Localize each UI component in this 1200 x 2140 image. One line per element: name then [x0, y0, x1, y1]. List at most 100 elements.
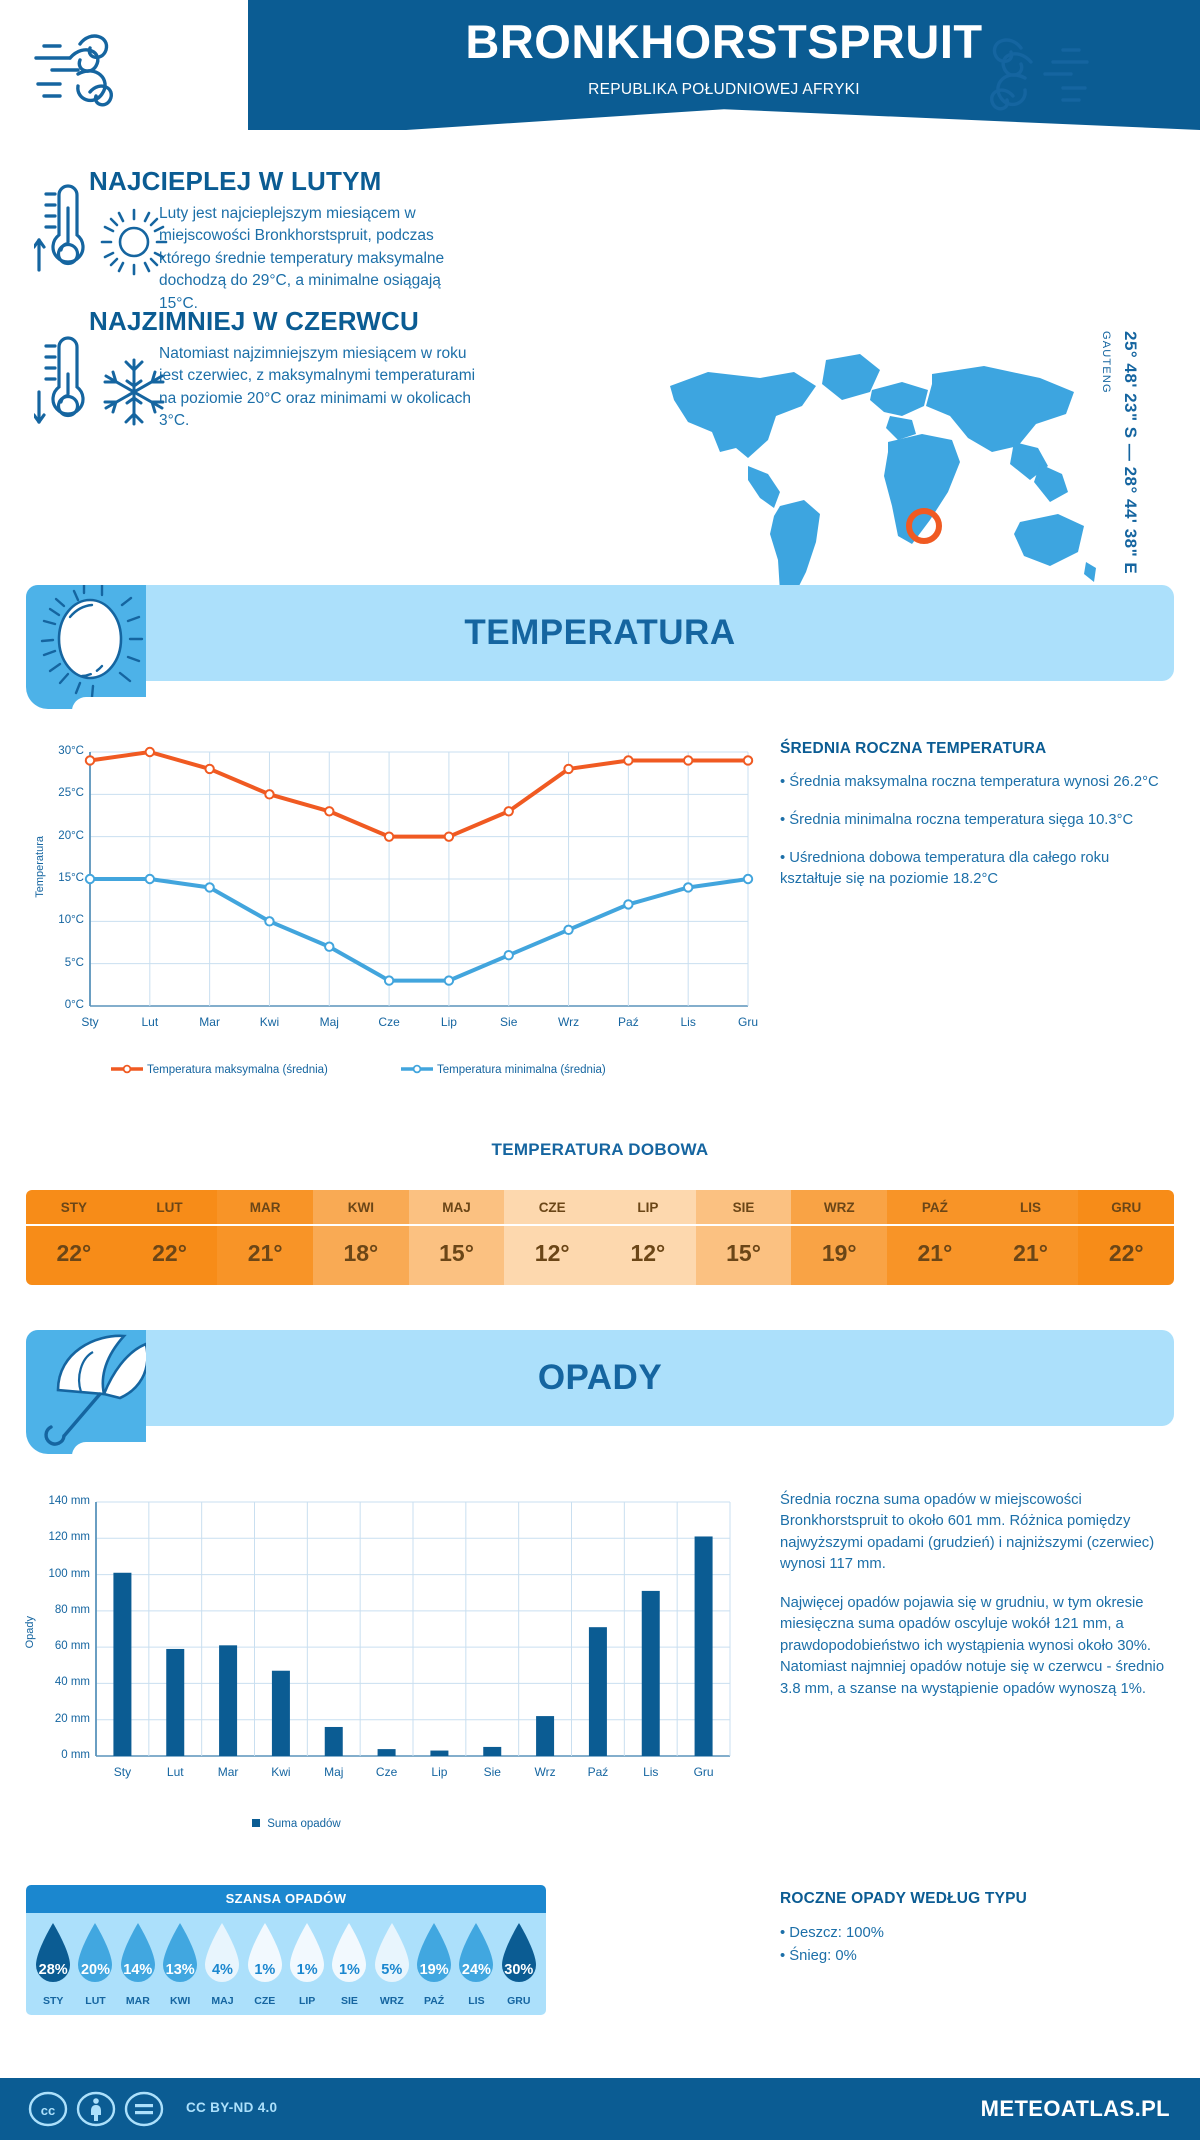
- daily-temperature-month: LIP: [600, 1190, 696, 1224]
- precipitation-x-tick: Mar: [217, 1765, 239, 1779]
- daily-temperature-value: 12°: [600, 1224, 696, 1285]
- temperature-chart-svg: [84, 746, 754, 1007]
- precipitation-paragraph-0: Średnia roczna suma opadów w miejscowośc…: [780, 1492, 1155, 1573]
- sun-icon: [30, 585, 146, 709]
- by-icon[interactable]: [76, 2091, 116, 2132]
- temperature-x-tick: Sie: [500, 1015, 518, 1029]
- daily-temperature-section: TEMPERATURA DOBOWA STY 22° LUT 22° MAR 21° KWI…: [0, 1140, 1200, 1285]
- droplet-month: WRZ: [379, 1995, 404, 2007]
- droplet-month: PAŹ: [424, 1995, 445, 2007]
- daily-temperature-table: STY 22° LUT 22° MAR 21° KWI 18° MAJ 15° CZE 12° LIP 1…: [26, 1190, 1174, 1285]
- snowflake-icon: [96, 354, 172, 435]
- world-map: [640, 346, 1110, 616]
- daily-temperature-column: MAR 21°: [217, 1190, 314, 1285]
- warmest-title: NAJCIEPLEJ W LUTYM: [89, 166, 382, 196]
- cc-icon[interactable]: cc: [28, 2091, 68, 2132]
- chance-droplet: 30% GRU: [498, 1921, 540, 2007]
- daily-temperature-value: 22°: [121, 1224, 218, 1285]
- precipitation-y-tick: 40 mm: [54, 1676, 90, 1689]
- precipitation-x-tick: Wrz: [534, 1765, 556, 1779]
- daily-temperature-column: LIP 12°: [600, 1190, 696, 1285]
- precipitation-x-tick: Lis: [643, 1765, 659, 1779]
- chance-panel-title: SZANSA OPADÓW: [26, 1885, 546, 1913]
- precipitation-banner: OPADY: [26, 1330, 1174, 1454]
- annual-temperature-summary: ŚREDNIA ROCZNA TEMPERATURA • Średnia mak…: [780, 740, 1170, 907]
- droplet-percent: 19%: [419, 1962, 449, 1978]
- precipitation-x-tick: Cze: [375, 1765, 398, 1779]
- precipitation-legend-item: Suma opadów: [250, 1816, 341, 1830]
- page-footer: cc CC BY-ND 4.0 METEOATLAS.PL: [0, 2078, 1200, 2140]
- temperature-x-tick: Lip: [440, 1015, 457, 1029]
- droplet-month: CZE: [254, 1995, 276, 2007]
- chance-droplet: 24% LIS: [455, 1921, 497, 2007]
- daily-temperature-column: LUT 22°: [121, 1190, 218, 1285]
- wind-icon: [18, 14, 138, 119]
- daily-temperature-value: 15°: [695, 1224, 792, 1285]
- daily-temperature-month: SIE: [695, 1190, 792, 1224]
- temperature-legend-item: Temperatura minimalna (średnia): [400, 1063, 606, 1076]
- droplet-month: LIS: [468, 1995, 485, 2007]
- droplet-percent: 1%: [338, 1962, 360, 1978]
- temperature-y-tick: 5°C: [64, 956, 84, 969]
- precipitation-summary: Średnia roczna suma opadów w miejscowośc…: [780, 1490, 1170, 1717]
- droplet-percent: 1%: [254, 1962, 276, 1978]
- droplet-percent: 13%: [165, 1962, 195, 1978]
- chance-droplet: 4% MAJ: [201, 1921, 243, 2007]
- precipitation-paragraph-1: Najwięcej opadów pojawia się w grudniu, …: [780, 1594, 1165, 1697]
- droplet-icon: 13%: [159, 1921, 201, 1993]
- precipitation-y-tick: 100 mm: [48, 1567, 90, 1580]
- temperature-x-tick: Lut: [141, 1015, 159, 1029]
- temperature-x-tick: Cze: [378, 1015, 400, 1029]
- droplet-icon: 1%: [286, 1921, 328, 1993]
- precipitation-by-type: ROCZNE OPADY WEDŁUG TYPU • Deszcz: 100% …: [780, 1890, 1170, 1968]
- droplet-icon: 5%: [371, 1921, 413, 1993]
- droplet-icon: 14%: [117, 1921, 159, 1993]
- daily-temperature-column: SIE 15°: [695, 1190, 792, 1285]
- droplet-icon: 24%: [455, 1921, 497, 1993]
- precipitation-y-tick: 60 mm: [54, 1640, 90, 1653]
- chance-droplet: 14% MAR: [117, 1921, 159, 2007]
- droplet-month: MAR: [125, 1995, 150, 2007]
- precipitation-chart-svg: [95, 1501, 731, 1757]
- page-header: BRONKHORSTSPRUIT REPUBLIKA POŁUDNIOWEJ A…: [0, 0, 1200, 146]
- precipitation-x-tick: Gru: [693, 1765, 714, 1779]
- nd-icon[interactable]: [124, 2091, 164, 2132]
- temperature-x-tick: Lis: [680, 1015, 696, 1029]
- temperature-section-title: TEMPERATURA: [464, 613, 736, 652]
- temperature-banner-tab: [26, 585, 146, 709]
- chance-droplet: 28% STY: [32, 1921, 74, 2007]
- chance-droplet: 1% SIE: [328, 1921, 370, 2007]
- intro-section: NAJCIEPLEJ W LUTYM Luty jest najcieplejs…: [0, 146, 1200, 614]
- daily-temperature-month: GRU: [1078, 1190, 1174, 1224]
- chance-droplet: 13% KWI: [159, 1921, 201, 2007]
- droplet-icon: 30%: [498, 1921, 540, 1993]
- droplet-month: STY: [42, 1995, 64, 2007]
- temperature-x-tick: Mar: [199, 1015, 220, 1029]
- daily-temperature-month: PAŹ: [887, 1190, 983, 1224]
- droplet-month: KWI: [169, 1995, 191, 2007]
- temperature-y-tick: 0°C: [64, 999, 84, 1011]
- daily-temperature-value: 22°: [26, 1224, 122, 1285]
- droplet-percent: 5%: [381, 1962, 403, 1978]
- droplet-percent: 1%: [296, 1962, 318, 1978]
- temperature-x-tick: Maj: [319, 1015, 339, 1029]
- daily-temperature-month: WRZ: [791, 1190, 888, 1224]
- droplet-month: SIE: [340, 1995, 358, 2007]
- brand-label: METEOATLAS.PL: [980, 2096, 1170, 2121]
- thermometer-up-icon: [32, 174, 100, 289]
- temperature-x-tick: Paź: [618, 1015, 639, 1029]
- daily-temperature-month: MAR: [217, 1190, 314, 1224]
- droplet-percent: 24%: [461, 1962, 491, 1978]
- precipitation-section-title: OPADY: [537, 1358, 663, 1397]
- daily-temperature-month: CZE: [504, 1190, 601, 1224]
- daily-temperature-column: WRZ 19°: [791, 1190, 888, 1285]
- precipitation-y-tick: 20 mm: [54, 1712, 90, 1725]
- license-label: CC BY-ND 4.0: [186, 2100, 278, 2115]
- droplet-month: LIP: [298, 1995, 316, 2007]
- precipitation-y-tick: 140 mm: [48, 1495, 90, 1507]
- precipitation-y-tick: 120 mm: [48, 1531, 90, 1544]
- precipitation-y-tick: 80 mm: [54, 1603, 90, 1616]
- thermometer-down-icon: [32, 326, 100, 441]
- page-subtitle: REPUBLIKA POŁUDNIOWEJ AFRYKI: [588, 81, 860, 98]
- chance-droplet: 5% WRZ: [371, 1921, 413, 2007]
